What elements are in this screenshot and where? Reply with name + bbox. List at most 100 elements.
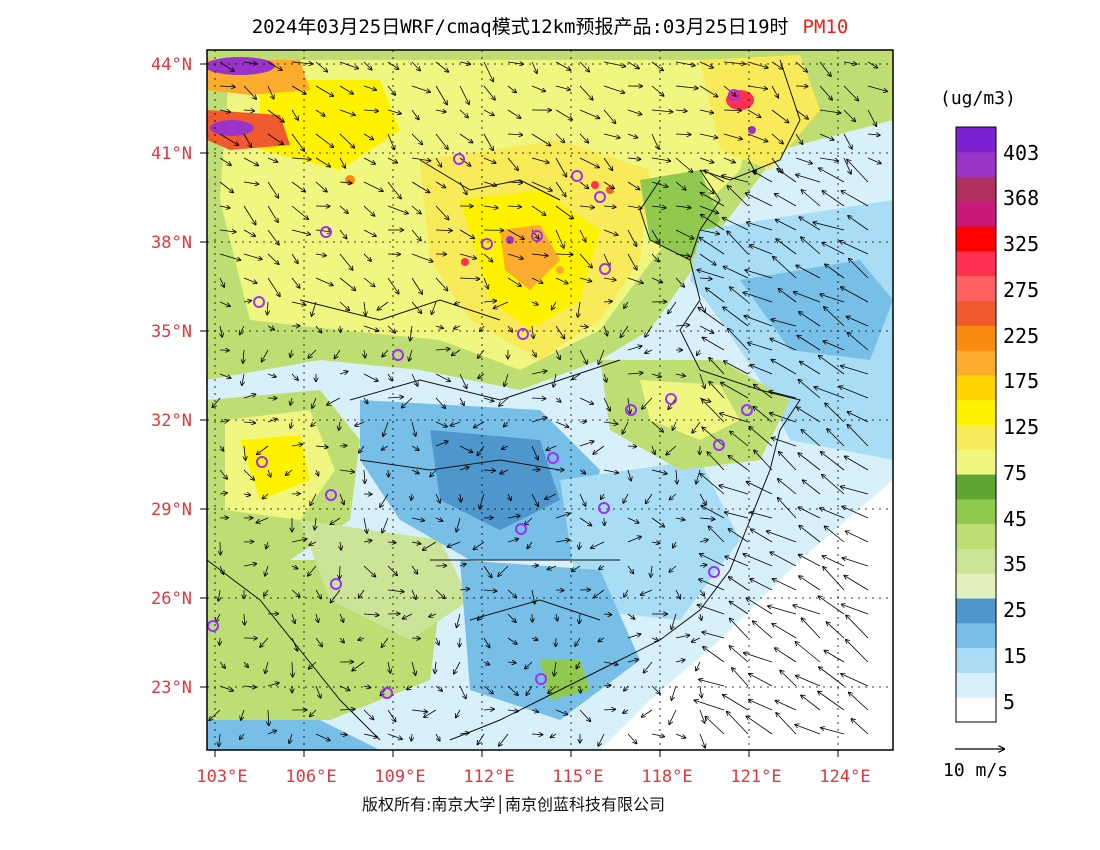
- wind-arrow: [363, 110, 378, 111]
- wind-arrow: [507, 229, 524, 239]
- wind-arrow: [387, 61, 399, 69]
- wind-arrow: [720, 413, 749, 423]
- wind-arrow: [243, 133, 251, 147]
- wind-arrow: [219, 157, 231, 165]
- wind-arrow: [801, 695, 821, 711]
- wind-arrow: [531, 710, 538, 712]
- wind-arrow: [531, 371, 547, 375]
- wind-arrow: [531, 638, 538, 640]
- wind-arrow: [579, 397, 593, 404]
- copyright-text: 版权所有:南京大学│南京创蓝科技有限公司: [362, 795, 666, 814]
- wind-arrow: [699, 181, 714, 194]
- wind-arrow: [692, 637, 701, 642]
- wind-arrow: [840, 241, 869, 255]
- wind-arrow: [315, 685, 321, 698]
- wind-arrow: [699, 109, 713, 113]
- wind-arrow: [315, 325, 322, 333]
- wind-arrow: [291, 373, 298, 380]
- wind-arrow: [799, 555, 821, 567]
- wind-arrow: [603, 301, 612, 302]
- wind-arrow: [579, 326, 588, 327]
- wind-arrow: [555, 709, 568, 715]
- wind-arrow: [750, 365, 773, 375]
- wind-arrow: [772, 438, 797, 447]
- latitude-labels: 44°N 41°N 38°N 35°N 32°N 29°N 26°N 23°N: [151, 55, 192, 698]
- wind-arrow: [315, 85, 333, 96]
- wind-arrow: [699, 518, 715, 519]
- wind-arrow: [700, 613, 702, 620]
- wind-arrow: [450, 421, 461, 426]
- wind-arrow: [363, 133, 373, 140]
- wind-arrow: [240, 325, 245, 335]
- wind-arrow: [454, 302, 461, 304]
- wind-arrow: [819, 61, 831, 76]
- wind-arrow: [627, 613, 635, 619]
- wind-arrow: [483, 109, 494, 115]
- wind-arrow: [775, 648, 797, 663]
- wind-arrow: [699, 540, 708, 542]
- wind-arrow: [267, 419, 277, 423]
- wind-arrow: [334, 349, 341, 359]
- wind-arrow: [330, 517, 341, 524]
- wind-arrow: [478, 373, 485, 378]
- wind-arrow: [603, 662, 618, 665]
- wind-arrow: [747, 61, 768, 68]
- wind-arrow: [778, 289, 797, 303]
- wind-arrow: [623, 493, 629, 503]
- wind-arrow: [364, 349, 365, 358]
- wind-arrow: [483, 685, 493, 694]
- wind-arrow: [723, 218, 749, 231]
- lat-label: 26°N: [151, 589, 192, 609]
- wind-arrow: [723, 695, 749, 711]
- colorbar-label: 25: [1003, 598, 1028, 622]
- wind-arrow: [627, 446, 636, 447]
- wind-arrow: [507, 516, 520, 518]
- colorbar-label: 175: [1003, 369, 1040, 393]
- wind-arrow: [824, 651, 845, 663]
- wind-arrow: [579, 541, 580, 549]
- wind-arrow: [411, 301, 422, 313]
- wind-arrow: [651, 229, 660, 243]
- colorbar-swatch: [956, 523, 996, 549]
- wind-arrow: [627, 158, 641, 159]
- wind-arrow: [363, 709, 374, 719]
- wind-arrow: [746, 193, 773, 207]
- wind-arrow: [771, 109, 789, 123]
- wind-arrow: [382, 349, 389, 357]
- wind-arrow: [531, 445, 538, 460]
- wind-arrow: [775, 194, 797, 207]
- wind-arrow: [603, 422, 618, 424]
- wind-arrow: [243, 85, 256, 99]
- wind-arrow: [645, 350, 653, 353]
- wind-arrow: [459, 467, 469, 470]
- wind-arrow: [601, 493, 604, 499]
- wind-arrow: [483, 470, 495, 471]
- wind-arrow: [555, 205, 573, 219]
- wind-arrow: [291, 301, 306, 305]
- wind-arrow: [531, 302, 538, 305]
- wind-arrow: [531, 181, 552, 191]
- wind-arrow: [218, 589, 220, 601]
- wind-arrow: [798, 507, 821, 519]
- wind-arrow: [507, 589, 516, 598]
- wind-arrow: [220, 445, 224, 451]
- wind-arrow: [795, 133, 803, 144]
- wind-arrow: [316, 469, 319, 476]
- wind-arrow: [291, 566, 298, 569]
- wind-arrow: [723, 110, 741, 111]
- wind-arrow: [823, 341, 845, 351]
- axis-ticks: [200, 63, 839, 757]
- wind-arrow: [579, 133, 588, 143]
- longitude-labels: 103°E 106°E 109°E 112°E 115°E 118°E 121°…: [196, 767, 870, 787]
- wind-arrow: [818, 692, 845, 711]
- wind-arrow: [675, 110, 687, 111]
- wind-arrow: [411, 157, 431, 161]
- wind-arrow: [796, 265, 821, 279]
- wind-arrow: [260, 637, 269, 647]
- wind-arrow: [289, 733, 292, 743]
- wind-arrow: [339, 61, 358, 69]
- colorbar-label: 225: [1003, 324, 1040, 348]
- wind-arrow: [747, 222, 773, 231]
- wind-arrow: [579, 206, 594, 208]
